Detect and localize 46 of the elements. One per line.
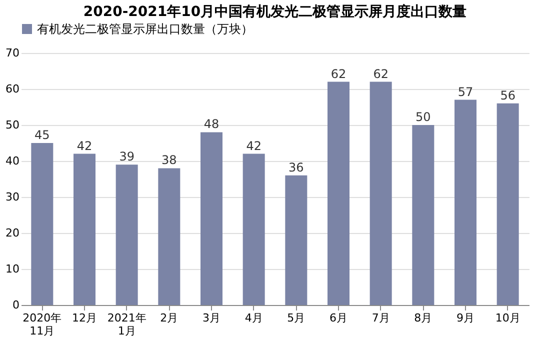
- x-tick-label: 2020年 11月: [22, 312, 62, 338]
- x-tick-label: 12月: [72, 312, 97, 324]
- bar: [328, 82, 350, 305]
- data-label: 38: [162, 153, 177, 168]
- data-label: 42: [76, 138, 92, 153]
- y-tick-label: 10: [6, 262, 20, 276]
- x-tick-label: 7月: [372, 312, 390, 324]
- x-tick-label: 6月: [330, 312, 348, 324]
- bar: [200, 132, 222, 305]
- x-tick-label: 2021年 1月: [107, 312, 146, 338]
- y-tick-label: 60: [6, 82, 20, 96]
- x-tick-label: 2月: [160, 312, 178, 324]
- bar: [370, 82, 392, 305]
- y-tick-label: 70: [6, 46, 20, 60]
- bar: [496, 103, 519, 305]
- x-tick-label: 10月: [495, 312, 520, 324]
- data-label: 45: [34, 128, 50, 142]
- bar: [242, 154, 265, 305]
- x-tick-label: 5月: [287, 312, 306, 324]
- chart-title: 2020-2021年10月中国有机发光二极管显示屏月度出口数量: [83, 3, 467, 20]
- y-tick-label: 20: [6, 226, 20, 240]
- y-tick-label: 40: [6, 154, 20, 168]
- bar: [31, 143, 54, 305]
- y-tick-label: 50: [6, 118, 20, 132]
- bar: [158, 168, 180, 305]
- data-label: 56: [500, 88, 516, 102]
- legend-label: 有机发光二极管显示屏出口数量（万块）: [37, 22, 253, 36]
- bar: [454, 100, 476, 305]
- data-label: 48: [204, 117, 220, 132]
- data-label: 62: [330, 66, 346, 81]
- bar: [412, 125, 434, 305]
- x-tick-label: 3月: [202, 312, 220, 324]
- bar: [116, 164, 138, 305]
- y-tick-label: 0: [12, 298, 20, 312]
- data-label: 42: [246, 138, 262, 153]
- data-label: 62: [373, 66, 388, 81]
- data-label: 50: [416, 110, 431, 124]
- data-label: 36: [288, 160, 304, 174]
- x-tick-label: 9月: [456, 312, 474, 324]
- bar: [74, 154, 96, 305]
- x-tick-label: 8月: [414, 312, 432, 324]
- x-tick-label: 4月: [244, 312, 263, 324]
- data-label: 57: [458, 84, 474, 99]
- bar: [285, 175, 308, 305]
- y-tick-label: 30: [6, 190, 20, 204]
- data-label: 39: [119, 150, 134, 164]
